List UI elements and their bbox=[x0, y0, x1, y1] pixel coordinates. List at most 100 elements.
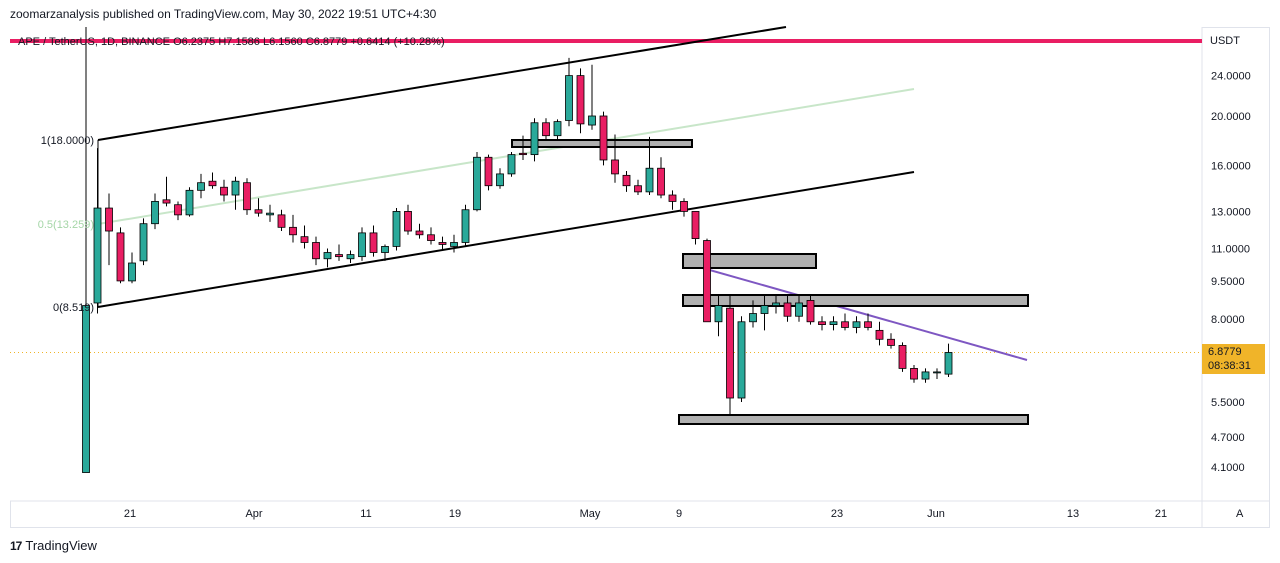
candle bbox=[197, 173, 205, 199]
fib-level-label: 0.5(13.259) bbox=[38, 219, 94, 231]
candle bbox=[875, 321, 884, 346]
time-tick-label: 11 bbox=[360, 508, 371, 520]
candle-layer bbox=[82, 27, 953, 473]
candle-body bbox=[519, 152, 527, 156]
time-tick-label: May bbox=[580, 508, 601, 520]
candle bbox=[312, 236, 320, 266]
time-tick-label: Jun bbox=[927, 508, 945, 520]
candle bbox=[277, 209, 286, 232]
candle-body bbox=[185, 189, 194, 216]
candle-body bbox=[461, 209, 470, 243]
candle-body bbox=[174, 204, 182, 216]
candle bbox=[220, 179, 228, 202]
candle-body bbox=[887, 338, 895, 346]
tradingview-logo-icon: 17 bbox=[10, 538, 22, 553]
candle-body bbox=[645, 167, 654, 193]
plot-area bbox=[10, 27, 1202, 501]
price-tick-label: 24.0000 bbox=[1211, 71, 1251, 83]
zone-box-4 bbox=[678, 414, 1029, 425]
candle bbox=[116, 227, 125, 284]
candle-body bbox=[668, 194, 677, 202]
candle bbox=[335, 244, 343, 261]
candle bbox=[128, 252, 136, 284]
time-tick-label: 21 bbox=[1155, 508, 1167, 520]
candle bbox=[565, 57, 573, 127]
candle bbox=[415, 223, 424, 239]
candle bbox=[358, 227, 366, 261]
candle-body bbox=[599, 115, 608, 161]
candle bbox=[484, 154, 493, 191]
auto-scale-button[interactable]: A bbox=[1236, 508, 1244, 520]
candle bbox=[898, 342, 907, 372]
candle-body bbox=[588, 115, 596, 126]
fib-labels: 1(18.0000) 0.5(13.259) 0(8.519) bbox=[38, 135, 94, 314]
candle-body bbox=[841, 321, 849, 328]
price-tick-label: 4.7000 bbox=[1211, 432, 1245, 444]
candle bbox=[714, 295, 723, 337]
candle bbox=[887, 333, 895, 349]
candle-body bbox=[266, 212, 274, 216]
candle bbox=[139, 218, 148, 266]
candle-body bbox=[231, 180, 240, 196]
price-tick-label: 5.5000 bbox=[1211, 397, 1245, 409]
candle-body bbox=[484, 156, 493, 187]
candle-body bbox=[783, 302, 792, 317]
candle-body bbox=[864, 321, 872, 328]
candle bbox=[841, 313, 849, 331]
candle bbox=[944, 343, 953, 378]
candle bbox=[392, 208, 401, 251]
candle bbox=[300, 225, 309, 249]
candle-body bbox=[680, 201, 688, 212]
tradingview-brand-label: TradingView bbox=[25, 538, 97, 553]
candle bbox=[553, 119, 562, 140]
candle-body bbox=[921, 371, 930, 380]
candle-body bbox=[277, 214, 286, 228]
candle-body bbox=[289, 226, 297, 236]
candle-body bbox=[622, 174, 631, 187]
candle-body bbox=[944, 352, 953, 375]
candle bbox=[185, 187, 194, 217]
publisher-line: zoomarzanalysis published on TradingView… bbox=[10, 7, 437, 21]
candle bbox=[346, 250, 355, 264]
time-tick-label: Apr bbox=[245, 508, 262, 520]
candle bbox=[496, 168, 504, 189]
time-tick-label: 9 bbox=[676, 508, 682, 520]
candle bbox=[381, 244, 389, 261]
candle-body bbox=[116, 232, 125, 282]
footer-branding[interactable]: 17 TradingView bbox=[10, 538, 97, 553]
candle-body bbox=[254, 209, 263, 214]
candle-body bbox=[427, 234, 435, 241]
current-price-value: 6.8779 bbox=[1208, 346, 1242, 358]
candle bbox=[461, 204, 470, 247]
price-tick-label: 8.0000 bbox=[1211, 314, 1245, 326]
candle bbox=[691, 211, 700, 245]
candle bbox=[760, 295, 769, 331]
candle bbox=[726, 295, 734, 415]
candle-body bbox=[381, 246, 389, 253]
candle-body bbox=[714, 305, 723, 323]
candle bbox=[404, 204, 412, 235]
candle-body bbox=[576, 75, 585, 125]
candle bbox=[749, 300, 757, 328]
candle-body bbox=[415, 230, 424, 236]
candle-body bbox=[530, 122, 539, 156]
candle-body bbox=[611, 159, 619, 175]
candle bbox=[657, 157, 665, 199]
price-unit-label: USDT bbox=[1210, 35, 1240, 47]
candle bbox=[806, 295, 815, 325]
candle-body bbox=[507, 154, 516, 175]
symbol-legend: APE / TetherUS, 1D, BINANCE O6.2375 H7.1… bbox=[18, 36, 445, 48]
candle-body bbox=[300, 236, 309, 243]
candle-body bbox=[208, 180, 217, 187]
candle bbox=[783, 295, 792, 322]
candle-body bbox=[542, 122, 550, 137]
candle-body bbox=[806, 300, 815, 323]
candle-body bbox=[473, 156, 481, 211]
channel-lower-line bbox=[97, 171, 915, 308]
candle-body bbox=[772, 302, 780, 306]
candle-body bbox=[243, 182, 251, 211]
candle bbox=[427, 227, 435, 245]
candle bbox=[542, 118, 550, 140]
candle bbox=[737, 316, 746, 402]
